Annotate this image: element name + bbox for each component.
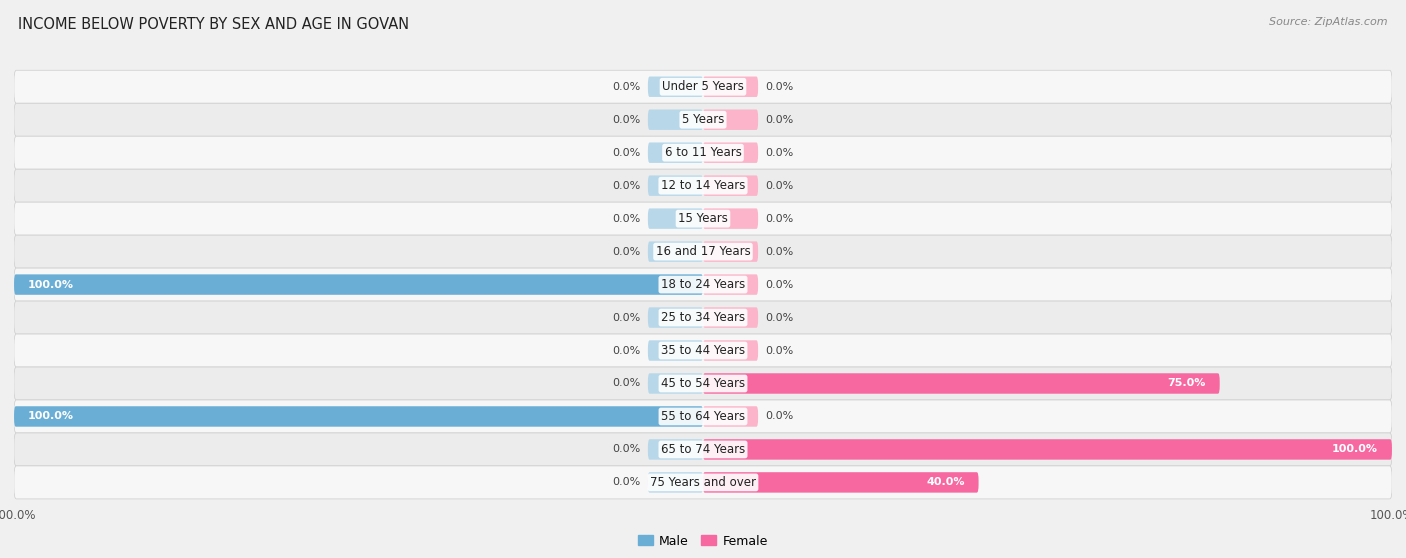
FancyBboxPatch shape xyxy=(703,406,758,427)
Text: 0.0%: 0.0% xyxy=(765,81,793,92)
Text: 0.0%: 0.0% xyxy=(765,247,793,257)
Text: 5 Years: 5 Years xyxy=(682,113,724,126)
FancyBboxPatch shape xyxy=(14,433,1392,466)
Text: 0.0%: 0.0% xyxy=(765,280,793,290)
Text: 0.0%: 0.0% xyxy=(765,345,793,355)
Text: 35 to 44 Years: 35 to 44 Years xyxy=(661,344,745,357)
Text: 0.0%: 0.0% xyxy=(765,312,793,323)
Text: 0.0%: 0.0% xyxy=(613,214,641,224)
Text: 0.0%: 0.0% xyxy=(613,148,641,158)
Text: 0.0%: 0.0% xyxy=(613,181,641,191)
FancyBboxPatch shape xyxy=(703,76,758,97)
FancyBboxPatch shape xyxy=(703,275,758,295)
FancyBboxPatch shape xyxy=(14,301,1392,334)
FancyBboxPatch shape xyxy=(703,142,758,163)
FancyBboxPatch shape xyxy=(703,307,758,328)
FancyBboxPatch shape xyxy=(648,340,703,361)
Text: 12 to 14 Years: 12 to 14 Years xyxy=(661,179,745,192)
FancyBboxPatch shape xyxy=(14,406,703,427)
Text: 6 to 11 Years: 6 to 11 Years xyxy=(665,146,741,159)
Text: 0.0%: 0.0% xyxy=(765,115,793,125)
Text: 100.0%: 100.0% xyxy=(1331,444,1378,454)
FancyBboxPatch shape xyxy=(14,103,1392,136)
FancyBboxPatch shape xyxy=(648,142,703,163)
FancyBboxPatch shape xyxy=(648,439,703,460)
FancyBboxPatch shape xyxy=(648,472,703,493)
Text: 16 and 17 Years: 16 and 17 Years xyxy=(655,245,751,258)
Text: 65 to 74 Years: 65 to 74 Years xyxy=(661,443,745,456)
Text: 0.0%: 0.0% xyxy=(613,378,641,388)
FancyBboxPatch shape xyxy=(703,109,758,130)
Text: 75.0%: 75.0% xyxy=(1167,378,1206,388)
Text: 55 to 64 Years: 55 to 64 Years xyxy=(661,410,745,423)
FancyBboxPatch shape xyxy=(14,169,1392,202)
FancyBboxPatch shape xyxy=(14,268,1392,301)
Text: 40.0%: 40.0% xyxy=(927,478,965,488)
Text: 0.0%: 0.0% xyxy=(613,345,641,355)
Text: 45 to 54 Years: 45 to 54 Years xyxy=(661,377,745,390)
Text: 0.0%: 0.0% xyxy=(613,247,641,257)
Legend: Male, Female: Male, Female xyxy=(633,530,773,552)
FancyBboxPatch shape xyxy=(703,175,758,196)
FancyBboxPatch shape xyxy=(648,307,703,328)
FancyBboxPatch shape xyxy=(14,136,1392,169)
Text: 75 Years and over: 75 Years and over xyxy=(650,476,756,489)
Text: 100.0%: 100.0% xyxy=(28,280,75,290)
Text: 0.0%: 0.0% xyxy=(613,115,641,125)
FancyBboxPatch shape xyxy=(703,472,979,493)
Text: 0.0%: 0.0% xyxy=(613,444,641,454)
Text: 0.0%: 0.0% xyxy=(765,181,793,191)
Text: INCOME BELOW POVERTY BY SEX AND AGE IN GOVAN: INCOME BELOW POVERTY BY SEX AND AGE IN G… xyxy=(18,17,409,32)
FancyBboxPatch shape xyxy=(14,235,1392,268)
FancyBboxPatch shape xyxy=(14,70,1392,103)
FancyBboxPatch shape xyxy=(648,76,703,97)
FancyBboxPatch shape xyxy=(703,340,758,361)
Text: 0.0%: 0.0% xyxy=(613,312,641,323)
FancyBboxPatch shape xyxy=(703,373,1219,394)
Text: Under 5 Years: Under 5 Years xyxy=(662,80,744,93)
FancyBboxPatch shape xyxy=(14,367,1392,400)
FancyBboxPatch shape xyxy=(648,208,703,229)
FancyBboxPatch shape xyxy=(648,373,703,394)
FancyBboxPatch shape xyxy=(14,202,1392,235)
Text: 15 Years: 15 Years xyxy=(678,212,728,225)
FancyBboxPatch shape xyxy=(703,242,758,262)
Text: 0.0%: 0.0% xyxy=(613,478,641,488)
Text: 0.0%: 0.0% xyxy=(765,411,793,421)
FancyBboxPatch shape xyxy=(703,439,1392,460)
Text: 0.0%: 0.0% xyxy=(613,81,641,92)
Text: 0.0%: 0.0% xyxy=(765,214,793,224)
FancyBboxPatch shape xyxy=(14,466,1392,499)
FancyBboxPatch shape xyxy=(703,208,758,229)
FancyBboxPatch shape xyxy=(648,109,703,130)
FancyBboxPatch shape xyxy=(648,242,703,262)
Text: 18 to 24 Years: 18 to 24 Years xyxy=(661,278,745,291)
Text: 0.0%: 0.0% xyxy=(765,148,793,158)
Text: 100.0%: 100.0% xyxy=(28,411,75,421)
FancyBboxPatch shape xyxy=(14,334,1392,367)
Text: 25 to 34 Years: 25 to 34 Years xyxy=(661,311,745,324)
FancyBboxPatch shape xyxy=(648,175,703,196)
FancyBboxPatch shape xyxy=(14,400,1392,433)
Text: Source: ZipAtlas.com: Source: ZipAtlas.com xyxy=(1270,17,1388,27)
FancyBboxPatch shape xyxy=(14,275,703,295)
